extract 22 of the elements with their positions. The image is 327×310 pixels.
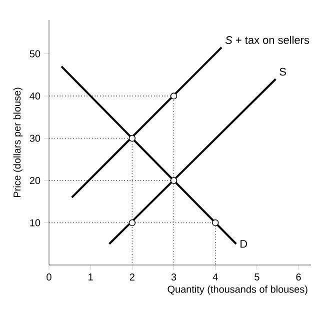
y-tick-label: 10 bbox=[30, 219, 40, 226]
x-tick-label: 0 bbox=[46, 274, 52, 281]
point bbox=[170, 92, 178, 100]
x-tick-label: 4 bbox=[212, 273, 218, 280]
y-tick-label: 30 bbox=[30, 134, 40, 142]
series-label: S bbox=[280, 68, 286, 76]
series-label: D bbox=[240, 240, 248, 248]
x-axis-title: Quantity (thousands of blouses) bbox=[168, 285, 308, 295]
y-tick-label: 40 bbox=[30, 92, 40, 100]
x-tick-label: 1 bbox=[88, 273, 93, 280]
x-tick-label: 6 bbox=[296, 274, 301, 281]
point bbox=[170, 177, 178, 184]
y-axis-title: Price (dollars per blouse) bbox=[13, 88, 23, 198]
y-tick-label: 50 bbox=[30, 50, 40, 58]
x-tick-label: 2 bbox=[130, 274, 134, 280]
y-tick-label: 20 bbox=[30, 176, 40, 184]
x-tick-label: 5 bbox=[254, 273, 260, 280]
point bbox=[212, 219, 219, 226]
x-tick-label: 3 bbox=[171, 274, 176, 281]
point bbox=[128, 134, 136, 142]
series-label: S + tax on sellers bbox=[225, 36, 310, 44]
point bbox=[128, 219, 136, 226]
